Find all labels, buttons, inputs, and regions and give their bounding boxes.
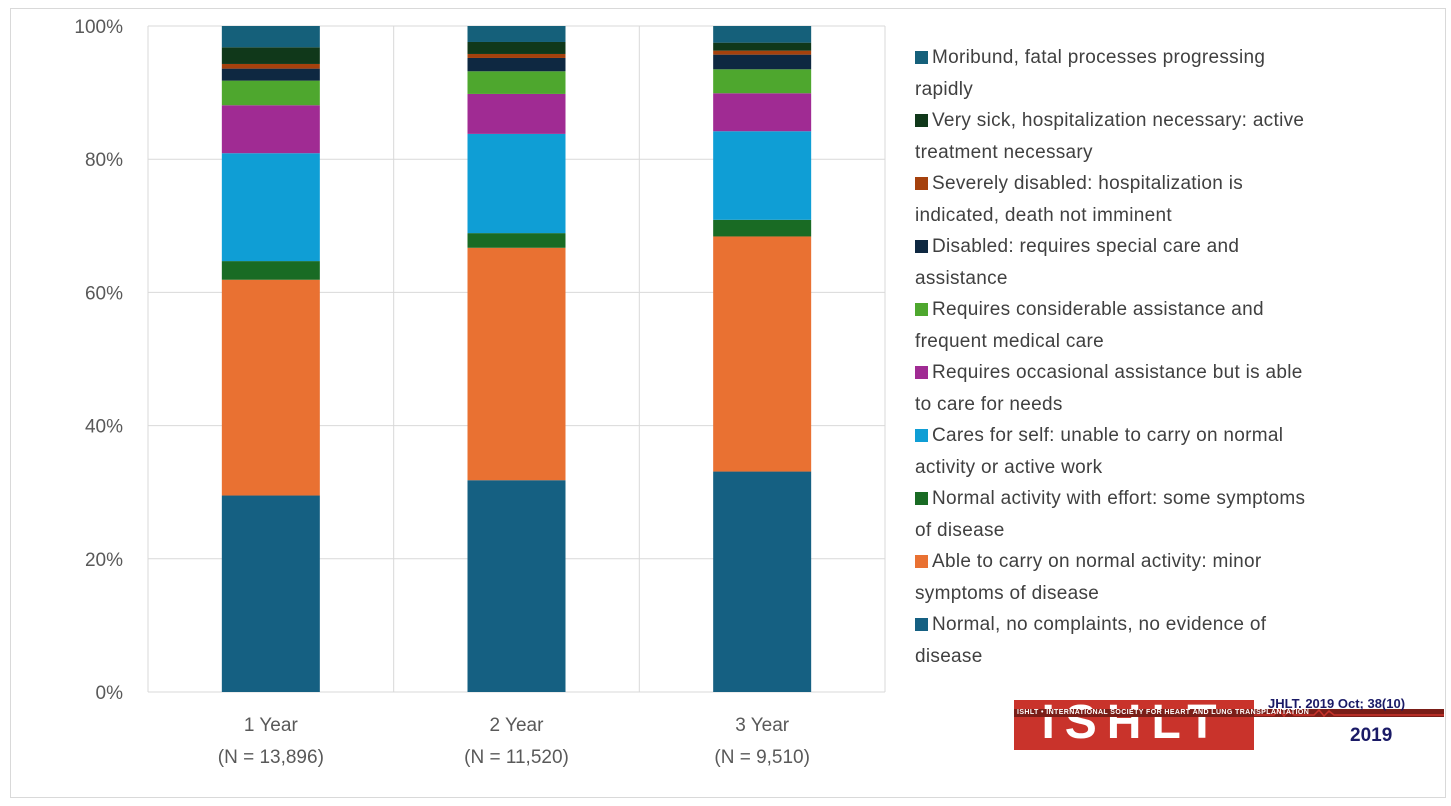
bar-segment bbox=[713, 51, 811, 55]
legend-label-continued: disease bbox=[915, 641, 1435, 673]
y-tick-label: 60% bbox=[85, 283, 123, 304]
legend-swatch bbox=[915, 303, 928, 316]
bar-segment bbox=[222, 81, 320, 106]
y-tick-label: 100% bbox=[74, 17, 123, 38]
bar-segment bbox=[468, 54, 566, 58]
bar-segment bbox=[222, 105, 320, 153]
legend-item: Moribund, fatal processes progressing bbox=[915, 42, 1435, 74]
legend-label: Moribund, fatal processes progressing bbox=[932, 42, 1265, 74]
legend-label: Normal, no complaints, no evidence of bbox=[932, 609, 1266, 641]
legend-swatch bbox=[915, 366, 928, 379]
legend-item: Requires occasional assistance but is ab… bbox=[915, 357, 1435, 389]
bar-segment bbox=[468, 71, 566, 94]
legend-label: Disabled: requires special care and bbox=[932, 231, 1239, 263]
bar-segment bbox=[468, 134, 566, 233]
y-axis-ticks: 0% 20% 40% 60% 80% 100% bbox=[74, 17, 123, 704]
logo-year: 2019 bbox=[1350, 725, 1392, 747]
bar-segment bbox=[713, 26, 811, 43]
bar-segment bbox=[713, 55, 811, 70]
bar-segment bbox=[713, 69, 811, 93]
legend-swatch bbox=[915, 618, 928, 631]
legend-item: Normal, no complaints, no evidence of bbox=[915, 609, 1435, 641]
legend-label-continued: treatment necessary bbox=[915, 137, 1435, 169]
y-tick-label: 0% bbox=[96, 683, 124, 704]
legend-label-continued: indicated, death not imminent bbox=[915, 200, 1435, 232]
bar-segment bbox=[713, 220, 811, 237]
legend: Moribund, fatal processes progressing rap… bbox=[915, 42, 1435, 672]
bar-segment bbox=[468, 94, 566, 134]
logo-tagline: ISHLT • INTERNATIONAL SOCIETY FOR HEART … bbox=[1017, 709, 1309, 717]
y-tick-label: 40% bbox=[85, 417, 123, 438]
stacked-bar-chart: 0% 20% 40% 60% 80% 100% 1 Year (N = 13,896) 2 Y… bbox=[0, 0, 900, 806]
bar-segment bbox=[468, 58, 566, 71]
legend-label: Very sick, hospitalization necessary: ac… bbox=[932, 105, 1304, 137]
legend-label: Requires considerable assistance and bbox=[932, 294, 1264, 326]
legend-label: Normal activity with effort: some sympto… bbox=[932, 483, 1305, 515]
journal-reference: JHLT. 2019 Oct; 38(10) bbox=[1268, 696, 1405, 711]
x-category-label: 2 Year bbox=[490, 715, 545, 736]
bar-segment bbox=[468, 480, 566, 692]
legend-label: Severely disabled: hospitalization is bbox=[932, 168, 1243, 200]
x-category-sublabel: (N = 11,520) bbox=[464, 747, 569, 768]
legend-swatch bbox=[915, 492, 928, 505]
bar-segment bbox=[713, 236, 811, 471]
x-axis-categories: 1 Year (N = 13,896) 2 Year (N = 11,520) 3 Ye… bbox=[218, 715, 810, 768]
legend-swatch bbox=[915, 51, 928, 64]
x-category-sublabel: (N = 13,896) bbox=[218, 747, 324, 768]
bar-segment bbox=[222, 496, 320, 692]
bar-segment bbox=[713, 93, 811, 131]
legend-label-continued: assistance bbox=[915, 263, 1435, 295]
legend-swatch bbox=[915, 177, 928, 190]
bar-segment bbox=[468, 26, 566, 42]
legend-label-continued: symptoms of disease bbox=[915, 578, 1435, 610]
legend-label: Cares for self: unable to carry on norma… bbox=[932, 420, 1283, 452]
bar-segment bbox=[222, 64, 320, 69]
legend-item: Cares for self: unable to carry on norma… bbox=[915, 420, 1435, 452]
bar-segment bbox=[468, 233, 566, 248]
legend-swatch bbox=[915, 429, 928, 442]
bar-segment bbox=[222, 153, 320, 261]
x-category-sublabel: (N = 9,510) bbox=[714, 747, 810, 768]
bar-segment bbox=[713, 131, 811, 220]
legend-swatch bbox=[915, 114, 928, 127]
bar-segment bbox=[222, 261, 320, 280]
y-tick-label: 80% bbox=[85, 150, 123, 171]
legend-item: Very sick, hospitalization necessary: ac… bbox=[915, 105, 1435, 137]
legend-item: Able to carry on normal activity: minor bbox=[915, 546, 1435, 578]
y-tick-label: 20% bbox=[85, 550, 123, 571]
legend-swatch bbox=[915, 555, 928, 568]
legend-item: Disabled: requires special care and bbox=[915, 231, 1435, 263]
logo-wordmark: ISHLT bbox=[1014, 698, 1254, 748]
x-category-label: 3 Year bbox=[735, 715, 790, 736]
bar-segment bbox=[468, 42, 566, 54]
legend-label-continued: to care for needs bbox=[915, 389, 1435, 421]
legend-label-continued: activity or active work bbox=[915, 452, 1435, 484]
legend-item: Requires considerable assistance and bbox=[915, 294, 1435, 326]
x-category-label: 1 Year bbox=[244, 715, 299, 736]
legend-label-continued: frequent medical care bbox=[915, 326, 1435, 358]
bar-segment bbox=[713, 43, 811, 51]
legend-label-continued: of disease bbox=[915, 515, 1435, 547]
legend-label-continued: rapidly bbox=[915, 74, 1435, 106]
bar-segment bbox=[222, 280, 320, 496]
bar-segment bbox=[468, 248, 566, 480]
bar-segment bbox=[222, 69, 320, 81]
bar-segment bbox=[713, 472, 811, 692]
legend-item: Severely disabled: hospitalization is bbox=[915, 168, 1435, 200]
legend-label: Able to carry on normal activity: minor bbox=[932, 546, 1262, 578]
legend-swatch bbox=[915, 240, 928, 253]
legend-label: Requires occasional assistance but is ab… bbox=[932, 357, 1303, 389]
ishlt-logo: ISHLT ISHLT • INTERNATIONAL SOCIETY FOR … bbox=[1014, 695, 1444, 755]
legend-item: Normal activity with effort: some sympto… bbox=[915, 483, 1435, 515]
bars bbox=[222, 26, 811, 692]
bar-segment bbox=[222, 26, 320, 47]
bar-segment bbox=[222, 47, 320, 64]
